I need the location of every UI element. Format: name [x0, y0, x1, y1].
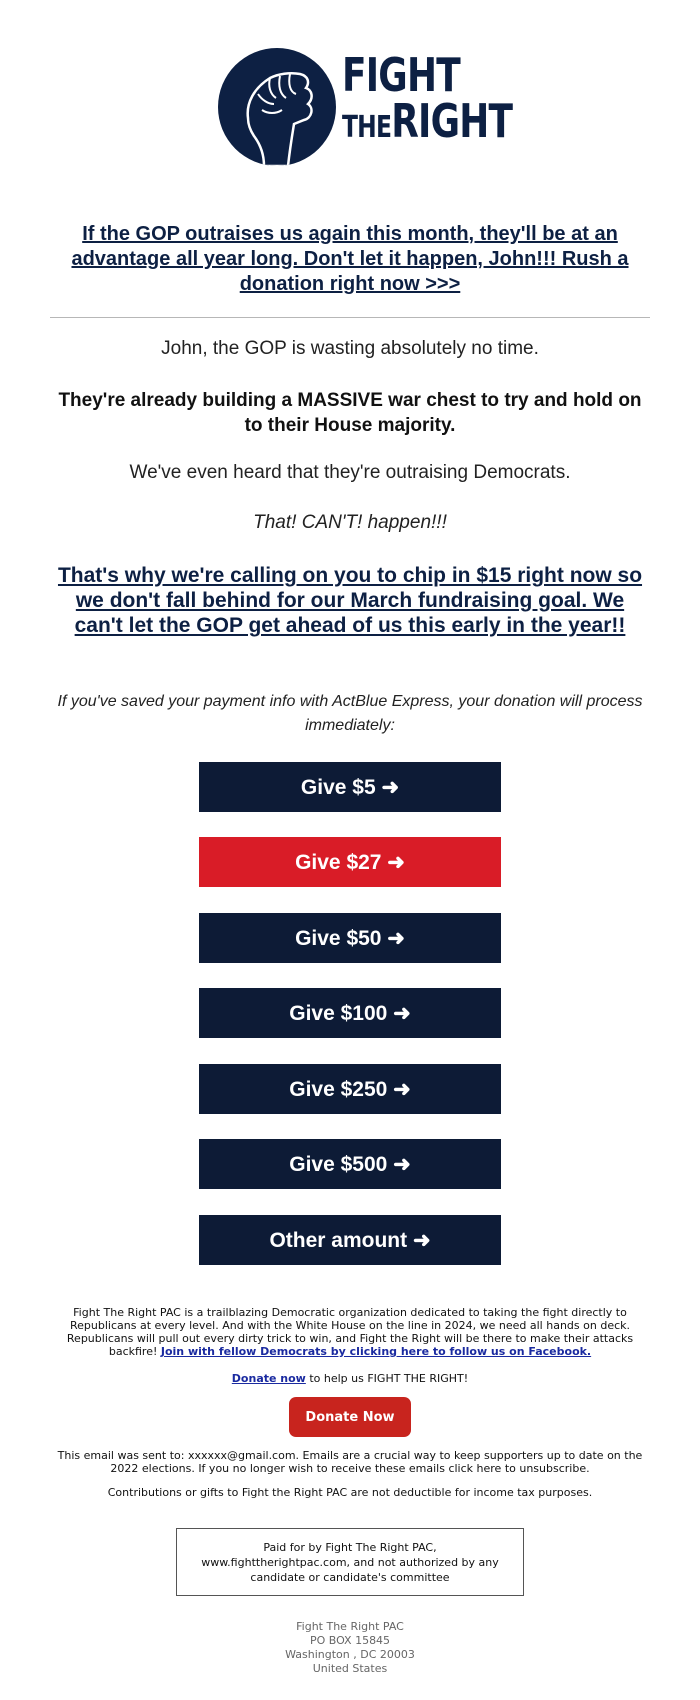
headline-donate-link[interactable]: If the GOP outraises us again this month…: [71, 223, 629, 295]
headline: If the GOP outraises us again this month…: [60, 222, 640, 297]
donate-line: Donate now to help us FIGHT THE RIGHT!: [52, 1372, 648, 1385]
tax-notice: Contributions or gifts to Fight the Righ…: [107, 1486, 593, 1499]
facebook-link[interactable]: Join with fellow Democrats by clicking h…: [160, 1345, 592, 1358]
address-line-4: United States: [312, 1662, 388, 1675]
about-text: Fight The Right PAC is a trailblazing De…: [52, 1306, 648, 1358]
sent-to-notice: This email was sent to: xxxxxx@gmail.com…: [57, 1449, 643, 1475]
body-paragraph-1: John, the GOP is wasting absolutely no t…: [161, 338, 539, 359]
logo-line-2: THERIGHT: [342, 93, 513, 148]
body-paragraph-3: We've even heard that they're outraising…: [129, 462, 571, 483]
fight-the-right-logo[interactable]: FIGHT THERIGHT: [218, 48, 513, 166]
fist-icon: [218, 48, 336, 166]
address-line-3: Washington , DC 20003: [285, 1648, 415, 1661]
donate-line-text: to help us FIGHT THE RIGHT!: [305, 1372, 469, 1385]
donate-now-link[interactable]: Donate now: [231, 1372, 306, 1385]
body-paragraph-5: That's why we're calling on you to chip …: [50, 563, 650, 638]
actblue-note: If you've saved your payment info with A…: [57, 693, 643, 734]
body-paragraph-4: That! CAN'T! happen!!!: [253, 512, 447, 533]
logo-wordmark: FIGHT THERIGHT: [342, 48, 560, 148]
body-paragraph-2: They're already building a MASSIVE war c…: [58, 390, 642, 436]
donate-now-button[interactable]: Donate Now: [289, 1397, 411, 1437]
give-50-button[interactable]: Give $50 ➜: [199, 913, 501, 963]
mailing-address: Fight The Right PAC PO BOX 15845 Washing…: [200, 1620, 500, 1676]
give-250-button[interactable]: Give $250 ➜: [199, 1064, 501, 1114]
address-line-2: PO BOX 15845: [309, 1634, 391, 1647]
logo-line-1: FIGHT: [342, 48, 461, 102]
give-27-button[interactable]: Give $27 ➜: [199, 837, 501, 887]
give-500-button[interactable]: Give $500 ➜: [199, 1139, 501, 1189]
about-paragraph: Fight The Right PAC is a trailblazing De…: [66, 1306, 634, 1358]
divider: [50, 317, 650, 318]
paid-for-disclaimer: Paid for by Fight The Right PAC, www.fig…: [176, 1528, 524, 1596]
give-5-button[interactable]: Give $5 ➜: [199, 762, 501, 812]
paid-for-text: Paid for by Fight The Right PAC, www.fig…: [201, 1540, 499, 1584]
address-line-1: Fight The Right PAC: [296, 1620, 404, 1633]
give-100-button[interactable]: Give $100 ➜: [199, 988, 501, 1038]
other-amount-button[interactable]: Other amount ➜: [199, 1215, 501, 1265]
chip-in-link[interactable]: That's why we're calling on you to chip …: [57, 564, 643, 637]
